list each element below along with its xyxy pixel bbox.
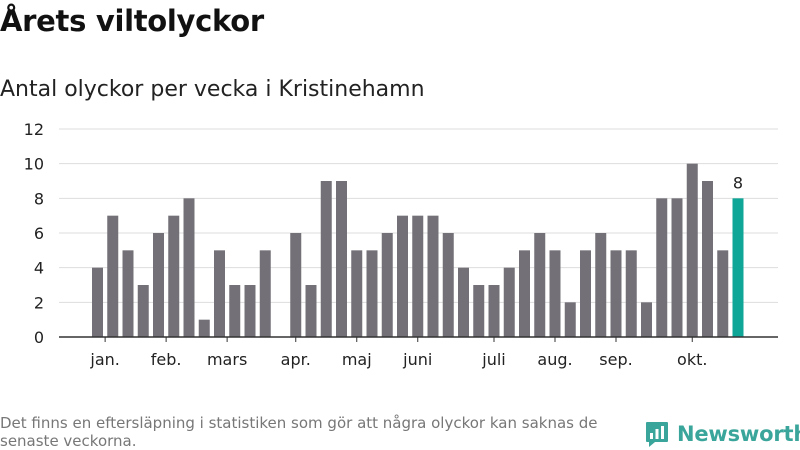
bar [290, 233, 302, 337]
bar [549, 250, 561, 337]
bar [564, 302, 576, 337]
y-tick-label: 2 [34, 293, 44, 312]
bar [595, 233, 607, 337]
bar-chart: 0 2 4 6 8 10 12 8 jan. feb. mars apr. maj juni juli aug… [24, 120, 778, 369]
y-tick-label: 12 [24, 120, 44, 139]
bar [610, 250, 622, 337]
bar [641, 302, 652, 337]
y-tick-label: 10 [24, 155, 44, 174]
x-tick-label: maj [342, 350, 372, 369]
bar [397, 215, 408, 337]
bar [244, 285, 256, 337]
bar [381, 233, 393, 337]
x-tick-label: okt. [677, 350, 707, 369]
bar [686, 163, 698, 337]
data-label: 8 [733, 173, 743, 192]
footnote: Det finns en eftersläpning i statistiken… [0, 414, 598, 450]
bar [351, 250, 363, 337]
bar [412, 215, 424, 337]
bar [320, 181, 332, 337]
bar [519, 250, 530, 337]
bar [580, 250, 591, 337]
bar [229, 285, 241, 337]
bar [671, 198, 683, 337]
bar [458, 267, 469, 337]
bar [427, 215, 439, 337]
chart-title: Årets viltolyckor [0, 4, 264, 38]
bar [503, 267, 515, 337]
y-tick-label: 4 [34, 259, 44, 278]
bar [122, 250, 134, 337]
bar [183, 198, 195, 337]
y-tick-label: 0 [34, 328, 44, 347]
brand-logo: Newsworthy [645, 418, 800, 450]
bar [656, 198, 668, 337]
bar [259, 250, 271, 337]
x-tick-label: feb. [151, 350, 182, 369]
bar [107, 215, 119, 337]
bar [534, 233, 546, 337]
x-tick-label: jan. [89, 350, 119, 369]
bar [336, 181, 347, 337]
bar [442, 233, 454, 337]
chart-subtitle: Antal olyckor per vecka i Kristinehamn [0, 77, 425, 102]
x-tick-label: juli [481, 350, 505, 369]
bar [214, 250, 225, 337]
x-tick-label: aug. [537, 350, 572, 369]
x-tick-label: sep. [599, 350, 632, 369]
brand-name: Newsworthy [677, 422, 800, 446]
bar [137, 285, 149, 337]
bar [153, 233, 164, 337]
bar [366, 250, 378, 337]
bar [717, 250, 729, 337]
y-tick-label: 8 [34, 189, 44, 208]
bar [92, 267, 103, 337]
bar [473, 285, 485, 337]
bar [732, 198, 744, 337]
x-tick-label: apr. [281, 350, 311, 369]
bar [488, 285, 500, 337]
bar [168, 215, 180, 337]
bar [305, 285, 317, 337]
bar [198, 319, 210, 337]
bar [625, 250, 637, 337]
bar [702, 181, 713, 337]
x-tick-label: mars [207, 350, 247, 369]
newsworthy-logo-icon [646, 422, 668, 447]
y-tick-label: 6 [34, 224, 44, 243]
x-tick-label: juni [402, 350, 432, 369]
